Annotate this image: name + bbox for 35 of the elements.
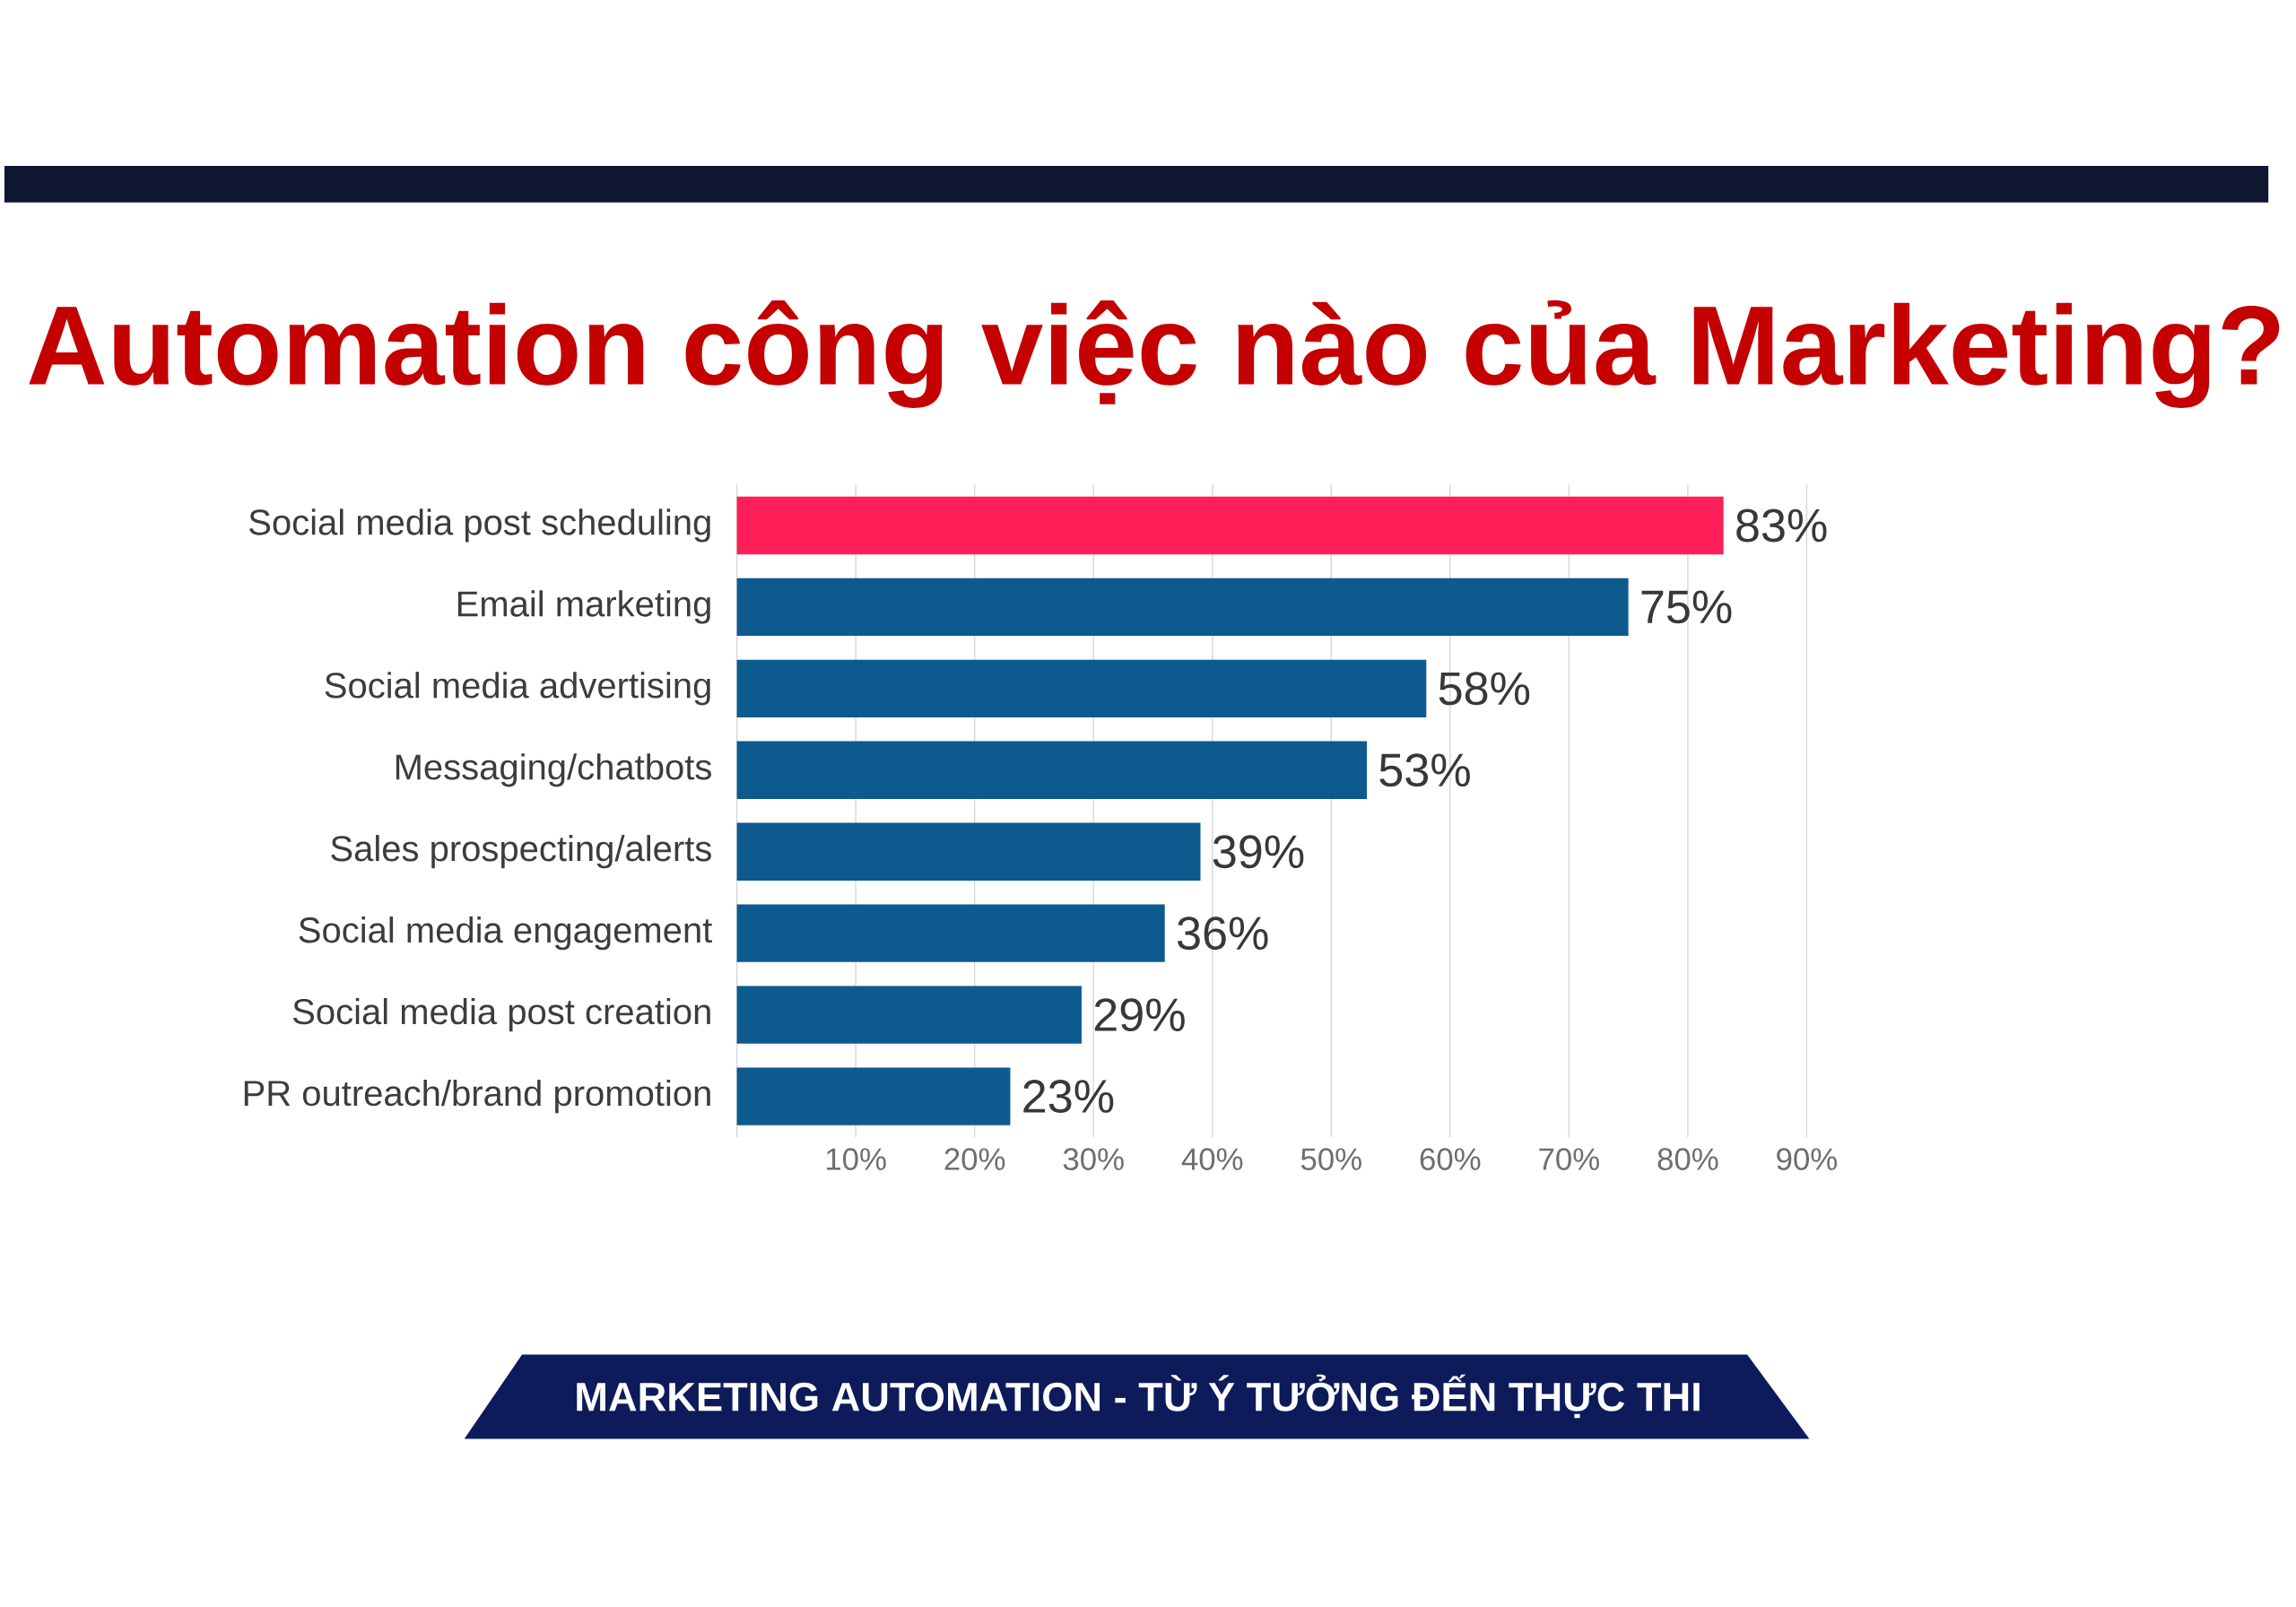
- y-tick-label: Social media post scheduling: [249, 508, 710, 543]
- x-tick-label: 70%: [1539, 1148, 1599, 1171]
- y-tick-label: PR outreach/brand promotion: [244, 1080, 710, 1114]
- bar: [736, 822, 1201, 882]
- data-label: 23%: [1023, 1080, 1114, 1114]
- y-tick-label: Messaging/chatbots: [396, 753, 711, 787]
- y-tick-label: Social media post creation: [293, 998, 710, 1032]
- bar: [736, 1067, 1011, 1125]
- text: MARKETING AUTOMATION - TỪ Ý TƯỞNG ĐẾN THỰC THI: [577, 1374, 1700, 1419]
- y-tick-label: Social media engagement: [299, 916, 713, 951]
- x-tick-label: 60%: [1420, 1148, 1481, 1171]
- data-label: 75%: [1641, 590, 1732, 624]
- x-tick-label: 40%: [1181, 1148, 1243, 1171]
- x-tick-label: 20%: [944, 1148, 1005, 1171]
- data-label: 83%: [1736, 508, 1827, 543]
- y-tick-label: Sales prospecting/alerts: [331, 835, 711, 869]
- bar: [736, 904, 1165, 963]
- data-label: 36%: [1177, 916, 1268, 951]
- data-label: 53%: [1379, 753, 1470, 787]
- bar: [736, 741, 1368, 800]
- bar: [736, 578, 1629, 637]
- bar: [736, 659, 1427, 718]
- chart-title: Automation công việc nào của Marketing?: [29, 300, 2280, 409]
- y-tick-label: Email marketing: [457, 590, 710, 624]
- data-label: 29%: [1094, 998, 1185, 1032]
- data-label: 58%: [1439, 672, 1530, 706]
- bar: [736, 496, 1724, 555]
- x-tick-label: 50%: [1300, 1148, 1361, 1171]
- x-tick-label: 80%: [1657, 1148, 1718, 1171]
- x-tick-label: 10%: [826, 1148, 886, 1171]
- data-label: 39%: [1213, 835, 1304, 869]
- y-tick-label: Social media advertising: [325, 672, 710, 706]
- x-tick-label: 30%: [1063, 1148, 1124, 1171]
- x-tick-label: 90%: [1777, 1148, 1838, 1171]
- bar: [736, 986, 1082, 1044]
